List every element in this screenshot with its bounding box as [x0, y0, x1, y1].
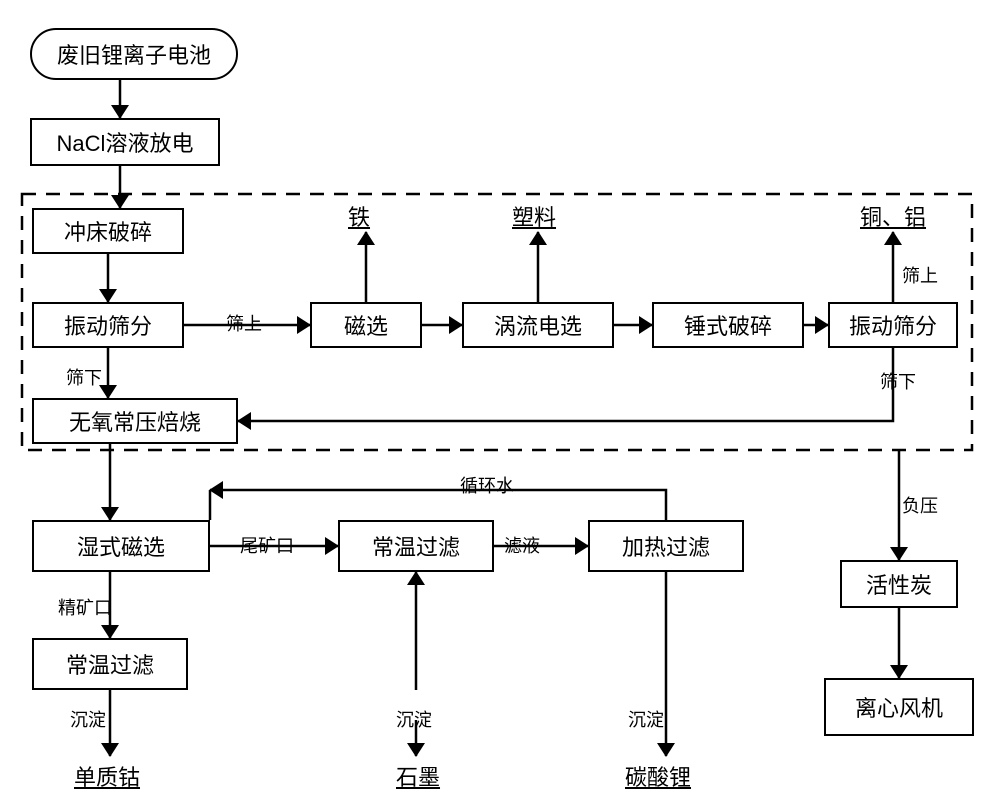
output-out_co: 单质钴: [74, 760, 140, 792]
edgelabel-l_down1: 筛下: [66, 364, 102, 390]
output-out_lico3: 碳酸锂: [625, 760, 691, 792]
node-discharge: NaCl溶液放电: [30, 118, 220, 166]
edgelabel-l_recyc: 循环水: [460, 472, 514, 498]
edgelabel-l_sed2: 沉淀: [396, 706, 432, 732]
node-wetmag: 湿式磁选: [32, 520, 210, 572]
edgelabel-l_neg: 负压: [902, 492, 938, 518]
node-eddy: 涡流电选: [462, 302, 614, 348]
edgelabel-l_up1: 筛上: [226, 310, 262, 336]
node-heatfilter: 加热过滤: [588, 520, 744, 572]
node-vib2: 振动筛分: [828, 302, 958, 348]
output-out_c: 石墨: [396, 760, 440, 792]
node-roast: 无氧常压焙烧: [32, 398, 238, 444]
output-out_fe: 铁: [348, 200, 370, 232]
edgelabel-l_down2: 筛下: [880, 368, 916, 394]
node-hammer: 锤式破碎: [652, 302, 804, 348]
edgelabel-l_conc: 精矿口: [58, 594, 112, 620]
node-fan: 离心风机: [824, 678, 974, 736]
flowchart-canvas: 废旧锂离子电池NaCl溶液放电冲床破碎振动筛分磁选涡流电选锤式破碎振动筛分无氧常…: [0, 0, 1000, 804]
edgelabel-l_liq: 滤液: [504, 532, 540, 558]
node-punch: 冲床破碎: [32, 208, 184, 254]
edgelabel-l_sed3: 沉淀: [628, 706, 664, 732]
edgelabel-l_tail: 尾矿口: [240, 532, 294, 558]
node-magsep: 磁选: [310, 302, 422, 348]
node-rtfilter1: 常温过滤: [338, 520, 494, 572]
output-out_cual: 铜、铝: [860, 200, 926, 232]
edgelabel-l_sed1: 沉淀: [70, 706, 106, 732]
node-rtfilter2: 常温过滤: [32, 638, 188, 690]
node-carbon: 活性炭: [840, 560, 958, 608]
node-vib1: 振动筛分: [32, 302, 184, 348]
edgelabel-l_up2: 筛上: [902, 262, 938, 288]
node-start: 废旧锂离子电池: [30, 28, 238, 80]
output-out_plast: 塑料: [512, 200, 556, 232]
